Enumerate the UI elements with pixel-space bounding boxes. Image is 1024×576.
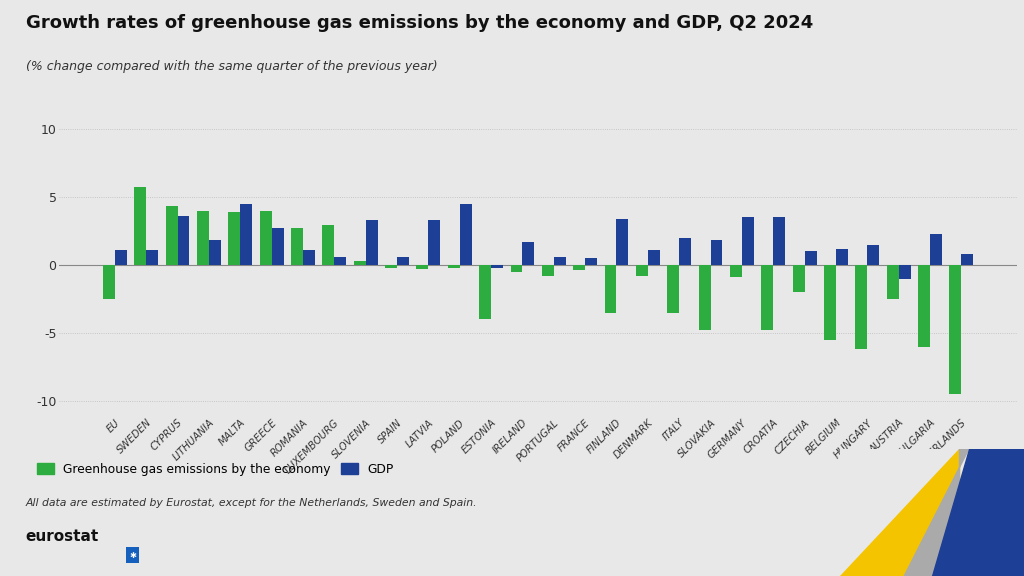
Bar	[867, 245, 880, 265]
Bar	[209, 240, 221, 265]
Bar	[291, 228, 303, 265]
Bar	[805, 251, 816, 265]
Bar	[228, 212, 241, 265]
Bar	[711, 240, 723, 265]
Bar	[260, 210, 271, 265]
Bar	[166, 206, 177, 265]
Bar	[836, 249, 848, 265]
Bar	[542, 265, 554, 276]
Bar	[366, 220, 378, 265]
Bar	[668, 265, 679, 313]
Bar	[479, 265, 492, 320]
Bar	[460, 204, 472, 265]
Bar	[115, 250, 127, 265]
Bar	[585, 258, 597, 265]
Bar	[824, 265, 836, 340]
Bar	[698, 265, 711, 330]
Text: eurostat: eurostat	[26, 529, 99, 544]
Bar	[919, 265, 930, 347]
Bar	[447, 265, 460, 268]
Bar	[492, 265, 503, 268]
Bar	[949, 265, 962, 395]
Bar	[177, 216, 189, 265]
Bar	[616, 219, 629, 265]
Polygon shape	[840, 449, 959, 576]
Bar	[146, 250, 158, 265]
Bar	[102, 265, 115, 299]
Bar	[134, 187, 146, 265]
Bar	[271, 228, 284, 265]
Bar	[397, 257, 409, 265]
Bar	[522, 242, 535, 265]
Text: ✱: ✱	[129, 551, 136, 560]
Text: Growth rates of greenhouse gas emissions by the economy and GDP, Q2 2024: Growth rates of greenhouse gas emissions…	[26, 14, 813, 32]
Bar	[730, 265, 742, 277]
Bar	[679, 238, 691, 265]
Bar	[899, 265, 910, 279]
Polygon shape	[932, 449, 1024, 576]
Bar	[511, 265, 522, 272]
Bar	[385, 265, 397, 268]
Bar	[241, 204, 252, 265]
Bar	[648, 250, 659, 265]
Bar	[742, 217, 754, 265]
Bar	[636, 265, 648, 276]
Bar	[855, 265, 867, 350]
Polygon shape	[904, 449, 969, 576]
Legend: Greenhouse gas emissions by the economy, GDP: Greenhouse gas emissions by the economy,…	[32, 458, 398, 480]
Text: All data are estimated by Eurostat, except for the Netherlands, Sweden and Spain: All data are estimated by Eurostat, exce…	[26, 498, 477, 508]
Bar	[573, 265, 585, 270]
Bar	[887, 265, 899, 299]
Bar	[604, 265, 616, 313]
Bar	[793, 265, 805, 292]
Bar	[323, 225, 334, 265]
Bar	[303, 250, 314, 265]
Bar	[353, 261, 366, 265]
Bar	[554, 257, 565, 265]
Bar	[417, 265, 428, 269]
Bar	[930, 234, 942, 265]
Bar	[962, 254, 973, 265]
Bar	[428, 220, 440, 265]
Bar	[773, 217, 785, 265]
Bar	[197, 210, 209, 265]
Text: (% change compared with the same quarter of the previous year): (% change compared with the same quarter…	[26, 60, 437, 74]
Bar	[334, 257, 346, 265]
Bar	[762, 265, 773, 330]
